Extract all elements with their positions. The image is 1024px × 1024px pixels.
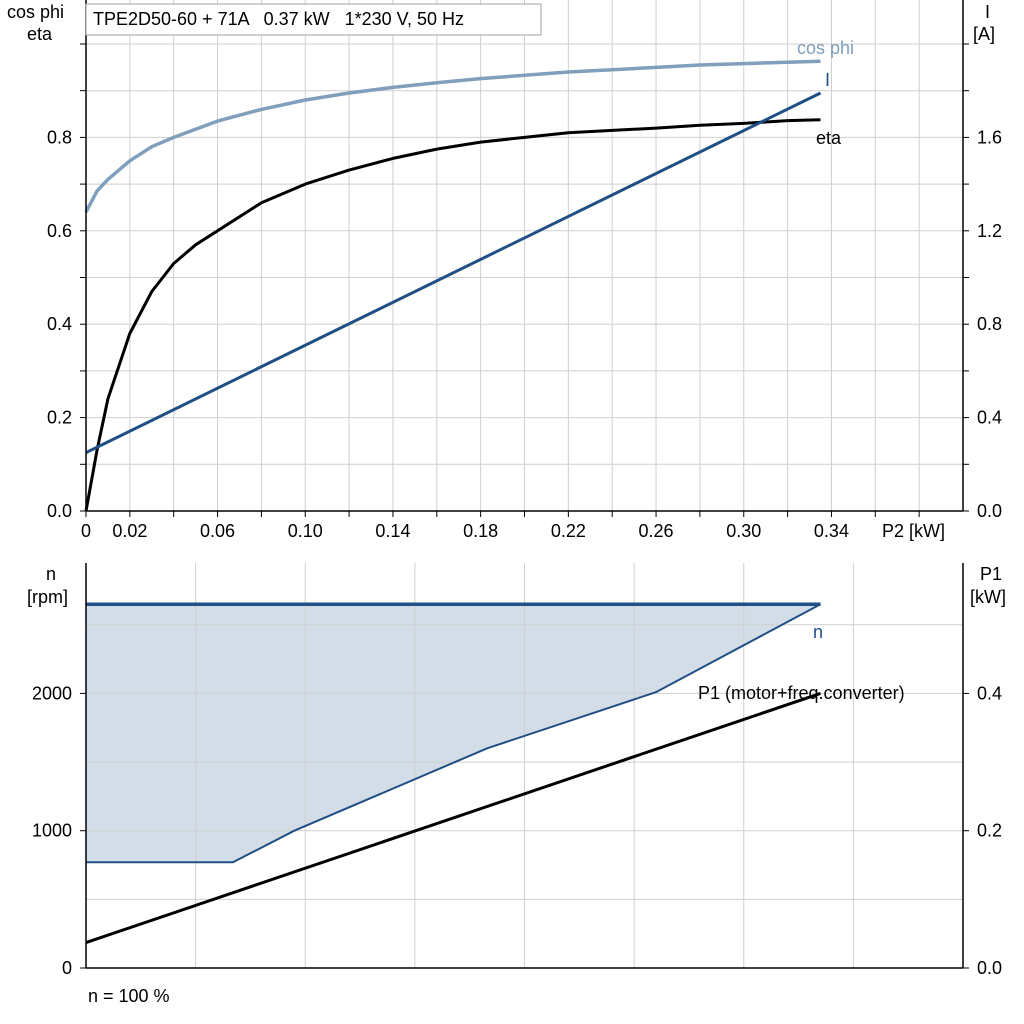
top-left-tick-label: 0.2 <box>47 408 72 428</box>
speed-range-fill <box>86 604 821 863</box>
title-text: TPE2D50-60 + 71A 0.37 kW 1*230 V, 50 Hz <box>93 9 464 29</box>
top-left-axis-label-cosphi: cos phi <box>7 2 64 22</box>
top-left-axis-label-eta: eta <box>27 24 53 44</box>
top-right-axis-label-ampere: [A] <box>973 24 995 44</box>
top-x-tick-label: 0.22 <box>551 521 586 541</box>
top-chart: 0 0.02 0.06 0.10 0.14 0.18 0.22 0.26 0.30 0.34 0.0… <box>7 0 1002 541</box>
bottom-left-tick-label: 2000 <box>32 683 72 703</box>
bottom-right-tick-label: 0.2 <box>977 821 1002 841</box>
top-right-tick-label: 0.4 <box>977 408 1002 428</box>
top-chart-grid <box>86 0 963 511</box>
speed-range-area <box>86 604 821 863</box>
top-x-tick-label: 0.30 <box>726 521 761 541</box>
current-curve <box>85 91 822 454</box>
top-x-tick-label: 0.34 <box>814 521 849 541</box>
eta-curve <box>84 118 821 512</box>
top-x-tick-label: 0.02 <box>112 521 147 541</box>
top-x-tick-label: 0.26 <box>639 521 674 541</box>
top-right-tick-label: 0.8 <box>977 314 1002 334</box>
cosphi-curve <box>84 59 821 213</box>
curve-label-current: I <box>825 70 830 90</box>
bottom-left-axis-label-rpm: [rpm] <box>27 587 68 607</box>
bottom-left-axis-label-n: n <box>46 564 56 584</box>
bottom-right-axis-label-kw: [kW] <box>970 587 1006 607</box>
top-x-axis-label: P2 [kW] <box>882 521 945 541</box>
curve-label-cosphi: cos phi <box>797 38 854 58</box>
curve-label-eta: eta <box>816 128 842 148</box>
bottom-right-tick-label: 0.0 <box>977 958 1002 978</box>
top-chart-curves <box>84 59 822 512</box>
top-x-tick-label: 0.14 <box>375 521 410 541</box>
top-right-tick-label: 0.0 <box>977 501 1002 521</box>
bottom-left-tick-label: 1000 <box>32 821 72 841</box>
min-speed-curve <box>86 603 821 864</box>
bottom-chart-axes <box>80 563 969 969</box>
top-chart-tick-labels: 0 0.02 0.06 0.10 0.14 0.18 0.22 0.26 0.30 0.34 0.0… <box>47 127 1002 541</box>
top-right-tick-label: 1.6 <box>977 127 1002 147</box>
bottom-chart-tick-labels: 0 1000 2000 0.0 0.2 0.4 <box>32 683 1002 978</box>
bottom-right-tick-label: 0.4 <box>977 683 1002 703</box>
bottom-chart-grid <box>86 563 963 968</box>
top-right-tick-label: 1.2 <box>977 221 1002 241</box>
bottom-right-axis-label-p1: P1 <box>980 564 1002 584</box>
top-left-tick-label: 0.4 <box>47 314 72 334</box>
top-right-axis-label-current: I <box>985 2 990 22</box>
top-chart-axes <box>80 0 969 517</box>
p1-curve <box>85 691 821 945</box>
top-x-tick-label: 0.18 <box>463 521 498 541</box>
bottom-chart: 0 1000 2000 0.0 0.2 0.4 n [rpm] P1 [kW] n P1 … <box>27 563 1006 1006</box>
curve-label-speed: n <box>813 622 823 642</box>
top-left-tick-label: 0.0 <box>47 501 72 521</box>
footer-note: n = 100 % <box>88 986 170 1006</box>
top-x-tick-label: 0 <box>81 521 91 541</box>
title-box: TPE2D50-60 + 71A 0.37 kW 1*230 V, 50 Hz <box>85 3 542 36</box>
curve-label-p1: P1 (motor+freq.converter) <box>698 683 905 703</box>
bottom-chart-curves <box>85 602 821 945</box>
bottom-left-tick-label: 0 <box>62 958 72 978</box>
top-x-tick-label: 0.10 <box>288 521 323 541</box>
top-x-tick-label: 0.06 <box>200 521 235 541</box>
top-left-tick-label: 0.8 <box>47 127 72 147</box>
top-left-tick-label: 0.6 <box>47 221 72 241</box>
